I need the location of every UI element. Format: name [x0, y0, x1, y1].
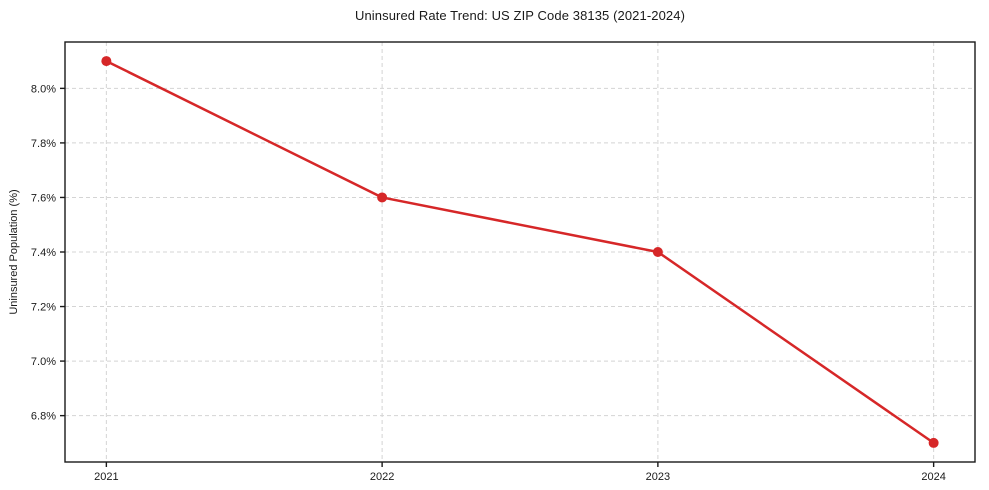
y-tick-label: 7.2% — [31, 302, 56, 314]
data-point-marker — [101, 56, 112, 67]
x-tick-label: 2022 — [370, 471, 394, 483]
data-point-marker — [928, 437, 939, 448]
y-tick-label: 7.6% — [31, 192, 56, 204]
x-tick-label: 2021 — [94, 471, 118, 483]
x-tick-label: 2023 — [646, 471, 670, 483]
y-tick-label: 7.4% — [31, 247, 56, 259]
y-tick-label: 8.0% — [31, 83, 56, 95]
y-tick-label: 7.8% — [31, 138, 56, 150]
y-tick-label: 7.0% — [31, 356, 56, 368]
trend-line — [105, 59, 935, 445]
y-axis-label: Uninsured Population (%) — [8, 189, 20, 315]
x-tick-label: 2024 — [921, 471, 945, 483]
data-point-marker — [377, 192, 388, 203]
y-tick-label: 6.8% — [31, 411, 56, 423]
data-point-marker — [652, 247, 663, 257]
chart-title: Uninsured Rate Trend: US ZIP Code 38135 … — [354, 8, 686, 23]
